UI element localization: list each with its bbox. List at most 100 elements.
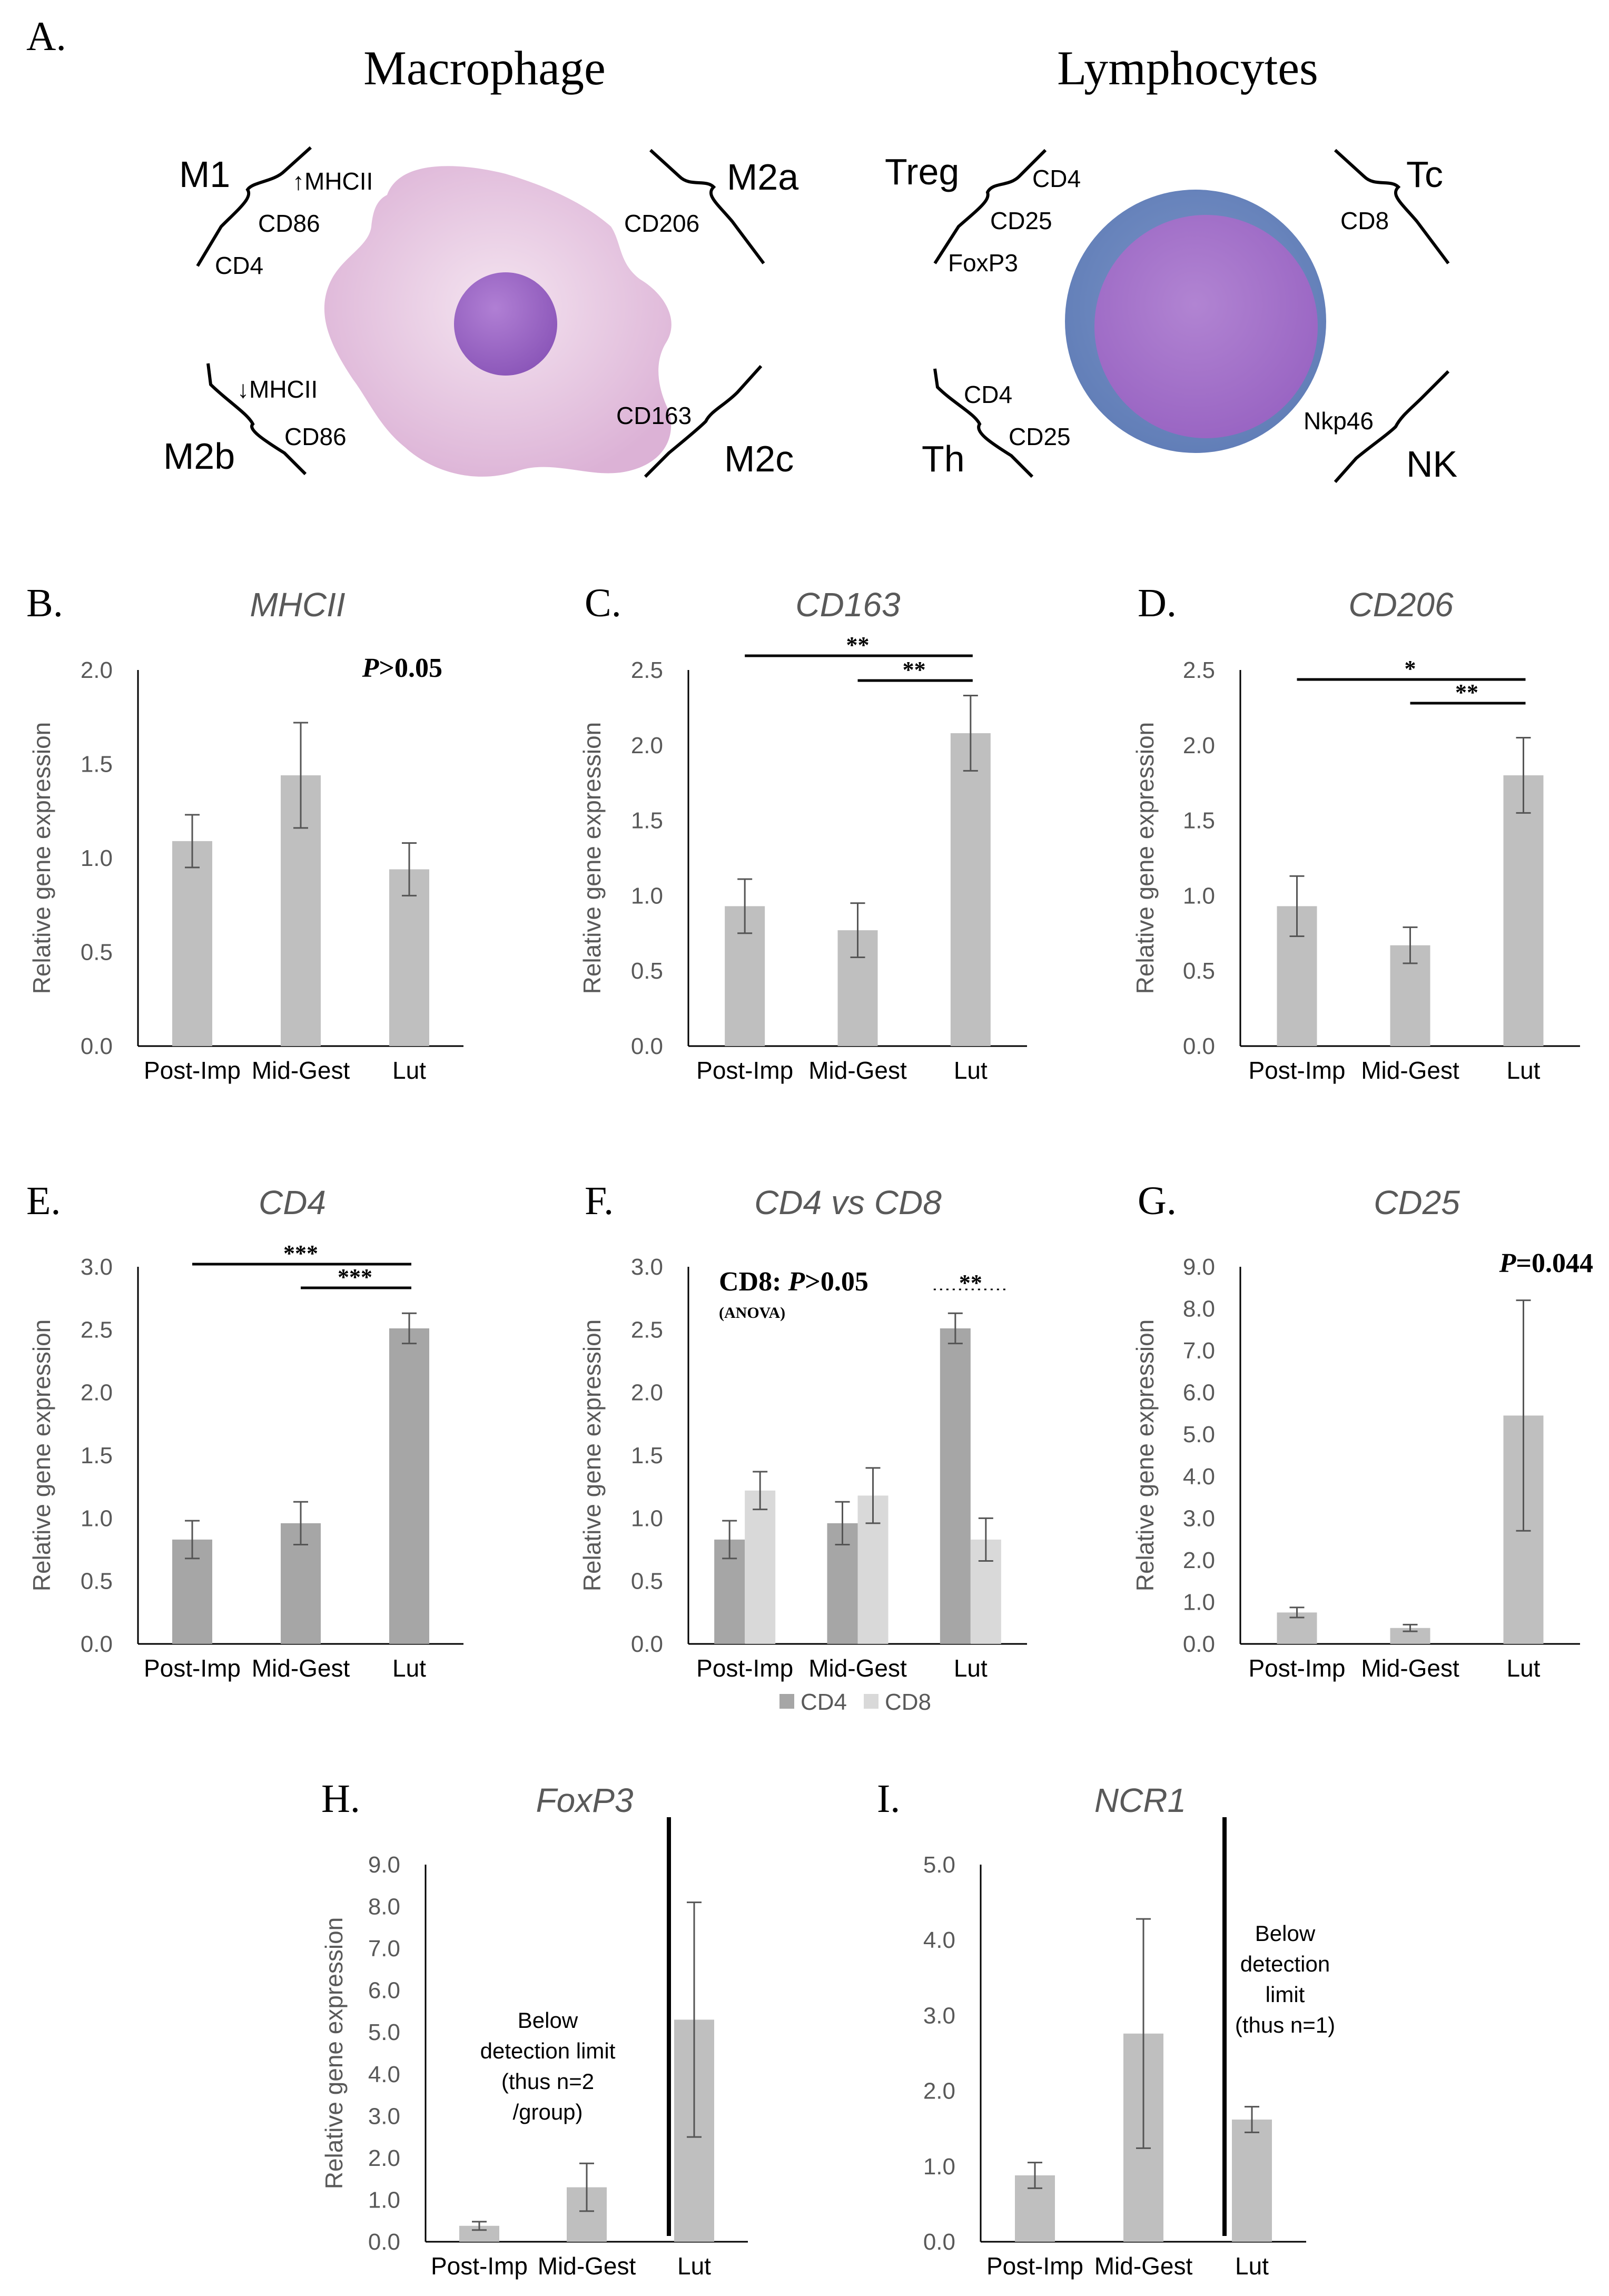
chart-f-ytick-label: 3.0 (631, 1254, 663, 1280)
chart-d-ytick-label: 2.0 (1183, 733, 1215, 758)
chart-i-title: NCR1 (1094, 1781, 1186, 1819)
chart-e-ylabel: Relative gene expression (28, 1319, 55, 1592)
chart-g-panel-label: G. (1138, 1179, 1177, 1223)
chart-h-detection-note: /group) (512, 2100, 583, 2124)
chart-b-xtick-label: Post-Imp (144, 1057, 241, 1084)
chart-f-bar-cd4-lut (940, 1328, 971, 1644)
m1-marker-cd4: CD4 (215, 252, 263, 279)
chart-h-detection-note: (thus n=2 (501, 2069, 594, 2094)
lymphocytes-title: Lymphocytes (1057, 41, 1318, 95)
macrophage-title: Macrophage (363, 41, 606, 95)
th-bracket (933, 368, 1034, 478)
th-marker-cd4: CD4 (964, 381, 1012, 408)
chart-i-xtick-label: Lut (1235, 2252, 1269, 2280)
chart-d-significance-stars: ** (1455, 679, 1478, 705)
chart-e-title: CD4 (259, 1184, 326, 1221)
chart-d-ytick-label: 0.0 (1183, 1033, 1215, 1059)
chart-f-legend-label-cd8: CD8 (885, 1689, 931, 1715)
chart-d-significance-stars: * (1405, 656, 1416, 682)
chart-b-bar-mhcii-lut (389, 869, 429, 1046)
chart-f-pvalue-annotation: CD8: P>0.05 (719, 1267, 868, 1297)
chart-g-xtick-label: Mid-Gest (1361, 1654, 1459, 1682)
nk-label: NK (1406, 444, 1457, 485)
panel-a-cell-diagram: A. Macrophage M1 ↑MHCII CD86 CD4 M2a CD2… (26, 13, 1457, 485)
chart-e-significance-stars: *** (283, 1240, 318, 1266)
chart-h-title: FoxP3 (536, 1781, 634, 1819)
chart-f-ytick-label: 1.5 (631, 1443, 663, 1469)
m2c-label: M2c (724, 438, 794, 479)
chart-h-ytick-label: 2.0 (368, 2145, 400, 2171)
chart-e: E. CD4 0.0 0.5 1.0 1.5 2.0 2.5 3.0 Relative gene … (26, 1179, 463, 1682)
panel-a-label: A. (26, 13, 66, 59)
chart-i-xtick-label: Mid-Gest (1094, 2252, 1193, 2280)
chart-g-pvalue-annotation: P=0.044 (1499, 1248, 1593, 1278)
chart-h-ytick-label: 1.0 (368, 2187, 400, 2213)
chart-e-xtick-label: Post-Imp (144, 1654, 241, 1682)
m2b-marker-mhcii: ↓MHCII (237, 376, 318, 403)
chart-g-ytick-label: 7.0 (1183, 1338, 1215, 1364)
treg-marker-foxp3: FoxP3 (948, 249, 1018, 277)
chart-b-title: MHCII (250, 586, 346, 624)
chart-b-xtick-label: Mid-Gest (252, 1057, 350, 1084)
chart-f-ytick-label: 2.5 (631, 1317, 663, 1343)
chart-i-ytick-label: 0.0 (923, 2229, 955, 2255)
chart-c-xtick-label: Mid-Gest (808, 1057, 907, 1084)
chart-c-panel-label: C. (585, 581, 621, 625)
treg-bracket (933, 149, 1047, 264)
m2b-label: M2b (163, 436, 235, 477)
chart-f-ytick-label: 0.0 (631, 1631, 663, 1657)
chart-d-bar-cd206-lut (1503, 775, 1544, 1046)
chart-b-ytick-label: 0.0 (81, 1033, 113, 1059)
chart-g-ylabel: Relative gene expression (1131, 1319, 1159, 1592)
chart-f-ytick-label: 1.0 (631, 1505, 663, 1531)
chart-e-ytick-label: 3.0 (81, 1254, 113, 1280)
chart-b-ytick-label: 0.5 (81, 940, 113, 965)
chart-c-ytick-label: 0.5 (631, 958, 663, 984)
chart-f-ytick-label: 0.5 (631, 1569, 663, 1594)
chart-i: I. NCR1 0.0 1.0 2.0 3.0 4.0 5.0 Post-Imp Mid-Gest… (877, 1777, 1335, 2280)
nk-bracket (1334, 370, 1450, 483)
chart-i-detection-note: Below (1255, 1921, 1316, 1946)
chart-f-xtick-label: Mid-Gest (808, 1654, 907, 1682)
chart-g-ytick-label: 2.0 (1183, 1548, 1215, 1573)
chart-g-ytick-label: 1.0 (1183, 1589, 1215, 1615)
treg-marker-cd4: CD4 (1032, 165, 1081, 192)
chart-b: B. MHCII 0.0 0.5 1.0 1.5 2.0 Relative gene expr… (26, 581, 463, 1084)
chart-e-significance-stars: *** (338, 1264, 372, 1290)
chart-c-ylabel: Relative gene expression (578, 722, 606, 994)
chart-f-xtick-label: Post-Imp (696, 1654, 793, 1682)
chart-c-title: CD163 (795, 586, 901, 624)
chart-c-ytick-label: 0.0 (631, 1033, 663, 1059)
chart-e-bar-cd4-lut (389, 1328, 429, 1644)
m1-label: M1 (179, 154, 230, 195)
chart-h-ytick-label: 4.0 (368, 2062, 400, 2087)
chart-b-ytick-label: 1.5 (81, 752, 113, 777)
th-label: Th (922, 438, 965, 479)
m1-marker-cd86: CD86 (258, 210, 320, 237)
chart-b-ytick-label: 1.0 (81, 845, 113, 871)
m2c-marker-cd163: CD163 (616, 402, 692, 429)
chart-e-panel-label: E. (26, 1179, 61, 1223)
chart-g-ytick-label: 0.0 (1183, 1631, 1215, 1657)
lymphocyte-nucleus (1094, 215, 1318, 438)
chart-h-ylabel: Relative gene expression (320, 1917, 348, 2190)
chart-f-bar-cd8-post-imp (745, 1490, 776, 1644)
m2c-bracket (644, 364, 763, 478)
chart-h-xtick-label: Lut (677, 2252, 711, 2280)
chart-e-ytick-label: 0.0 (81, 1631, 113, 1657)
chart-e-ytick-label: 1.0 (81, 1505, 113, 1531)
m2b-marker-cd86: CD86 (284, 423, 347, 450)
macrophage-nucleus (454, 272, 557, 376)
chart-f-significance-stars: ** (959, 1270, 982, 1296)
chart-g-ytick-label: 6.0 (1183, 1380, 1215, 1406)
m2a-bracket (649, 149, 765, 264)
chart-b-ylabel: Relative gene expression (28, 722, 55, 994)
chart-d-xtick-label: Post-Imp (1248, 1057, 1345, 1084)
chart-d-ytick-label: 0.5 (1183, 958, 1215, 984)
chart-c: C. CD163 0.0 0.5 1.0 1.5 2.0 2.5 Relative gene e… (578, 581, 1027, 1084)
chart-i-ytick-label: 5.0 (923, 1852, 955, 1878)
chart-i-ytick-label: 4.0 (923, 1927, 955, 1953)
chart-e-xtick-label: Lut (392, 1654, 426, 1682)
chart-h-detection-note: Below (518, 2008, 578, 2033)
